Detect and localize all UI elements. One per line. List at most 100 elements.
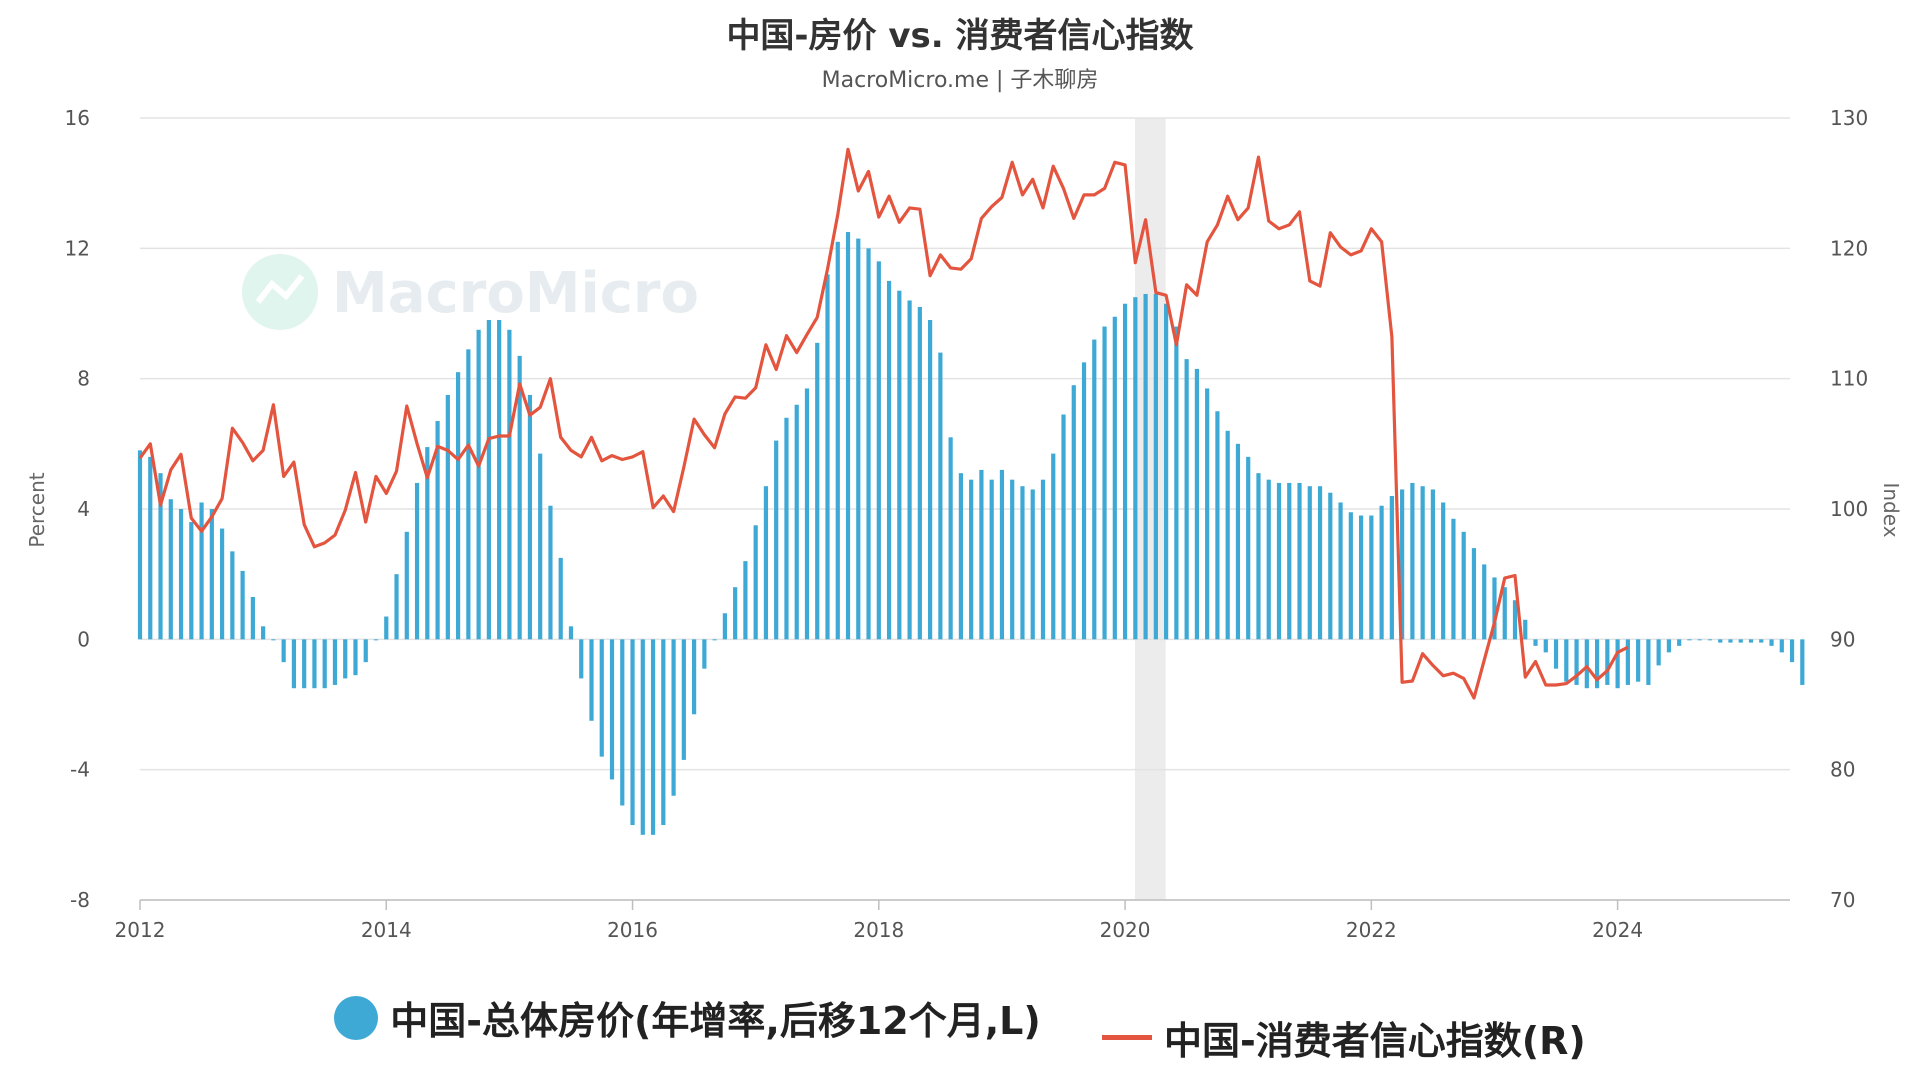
right-tick-label: 80: [1830, 758, 1855, 782]
bar: [1246, 456, 1251, 640]
bar: [1400, 489, 1405, 640]
bar: [969, 479, 974, 640]
bar: [394, 574, 399, 640]
x-tick-label: 2014: [361, 918, 412, 942]
bar: [137, 450, 143, 640]
bar: [1553, 639, 1559, 669]
bar: [589, 639, 594, 721]
watermark-text: MacroMicro: [332, 261, 699, 326]
bar: [845, 232, 851, 640]
legend-bar-swatch-icon: [334, 995, 379, 1040]
bar: [1379, 505, 1384, 640]
bar: [1020, 486, 1025, 640]
bar: [1369, 515, 1374, 640]
bar: [1256, 473, 1261, 640]
bar: [794, 404, 799, 640]
bar: [1133, 297, 1138, 640]
bar: [1666, 639, 1672, 653]
bar: [825, 274, 830, 640]
bar: [1738, 639, 1743, 643]
bar: [486, 320, 491, 640]
bar: [1646, 639, 1651, 685]
bar: [702, 639, 707, 669]
bar: [948, 437, 953, 640]
bar: [1512, 600, 1518, 640]
bar: [1194, 368, 1200, 640]
bar: [240, 570, 245, 640]
bar: [261, 626, 266, 640]
bar: [1051, 453, 1056, 640]
legend-line-swatch-icon: [1101, 1034, 1152, 1040]
bar: [1482, 564, 1487, 640]
left-tick-label: 4: [77, 497, 90, 521]
bar: [609, 639, 615, 780]
bar: [158, 473, 163, 640]
bar: [548, 505, 553, 640]
watermark-logo-line-icon: [255, 274, 305, 304]
x-tick-label: 2012: [115, 918, 166, 942]
bar: [373, 639, 379, 641]
bar: [1215, 411, 1220, 640]
bar: [1677, 639, 1682, 646]
bar: [527, 394, 533, 640]
bar: [763, 486, 769, 640]
bar: [1389, 495, 1394, 640]
bar: [558, 557, 563, 640]
bar: [1328, 492, 1333, 640]
bar: [979, 469, 984, 640]
bar: [435, 421, 440, 640]
bar: [1184, 359, 1189, 640]
consumer-confidence-line: [138, 147, 1629, 700]
right-axis-title: Index: [1879, 482, 1903, 537]
left-tick-label: 8: [77, 367, 90, 391]
bar: [322, 639, 327, 689]
bar: [815, 342, 820, 640]
legend-line-label: 中国-消费者信心指数(R): [1163, 1018, 1586, 1063]
bar: [517, 355, 522, 640]
bar: [414, 482, 420, 640]
left-tick-label: 12: [65, 236, 90, 260]
bar: [917, 306, 922, 640]
legend-item-bar[interactable]: 中国-总体房价(年增率,后移12个月,L): [334, 990, 1041, 1045]
bar: [1584, 639, 1589, 689]
bar: [302, 639, 307, 689]
bar: [271, 639, 276, 641]
bar: [404, 531, 409, 640]
bar: [1061, 414, 1066, 640]
bar: [1543, 639, 1548, 653]
bar: [312, 639, 317, 689]
bar: [250, 596, 255, 640]
bar: [291, 639, 297, 689]
bar: [1348, 512, 1353, 640]
bar: [178, 509, 184, 640]
bar: [1656, 639, 1661, 666]
bar: [999, 469, 1005, 640]
bar: [804, 388, 810, 640]
bar: [1697, 639, 1702, 641]
bar: [938, 352, 943, 640]
bar: [856, 238, 861, 640]
bar: [1317, 486, 1323, 640]
bar: [148, 456, 153, 640]
bar: [1492, 577, 1497, 640]
x-tick-label: 2018: [853, 918, 904, 942]
bar: [189, 522, 194, 640]
legend-bar-label: 中国-总体房价(年增率,后移12个月,L): [390, 999, 1041, 1043]
bar: [332, 639, 338, 685]
bar: [650, 639, 656, 835]
legend-item-line[interactable]: 中国-消费者信心指数(R): [1101, 1010, 1586, 1065]
bar: [1092, 339, 1097, 640]
bar: [476, 329, 481, 640]
bar: [384, 616, 389, 640]
left-axis-title: Percent: [25, 472, 49, 547]
bar: [1564, 639, 1569, 682]
bar: [958, 473, 963, 640]
bar: [230, 551, 235, 640]
bar: [1471, 548, 1477, 640]
right-tick-label: 90: [1830, 627, 1855, 651]
bar: [1410, 482, 1415, 640]
left-tick-label: 0: [77, 627, 90, 651]
bar: [1574, 639, 1579, 685]
x-tick-label: 2020: [1100, 918, 1151, 942]
bar: [1789, 639, 1795, 663]
